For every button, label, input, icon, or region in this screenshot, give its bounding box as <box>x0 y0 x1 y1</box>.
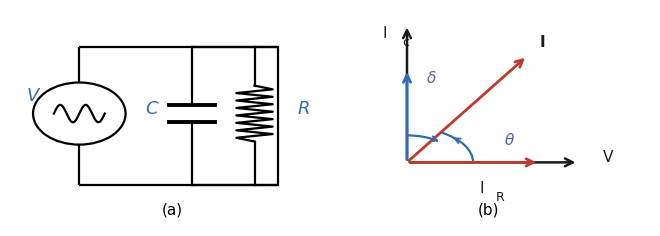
Text: V: V <box>603 150 614 165</box>
Text: R: R <box>298 100 310 118</box>
Text: V: V <box>27 87 39 105</box>
Text: δ: δ <box>426 71 436 86</box>
Text: I: I <box>479 181 484 197</box>
Text: (a): (a) <box>161 203 182 218</box>
Text: I: I <box>539 35 545 50</box>
Text: (b): (b) <box>477 203 499 218</box>
Text: c: c <box>403 36 409 49</box>
Text: C: C <box>146 100 158 118</box>
Text: θ: θ <box>504 133 514 148</box>
Text: R: R <box>496 191 504 204</box>
Text: I: I <box>383 26 387 41</box>
